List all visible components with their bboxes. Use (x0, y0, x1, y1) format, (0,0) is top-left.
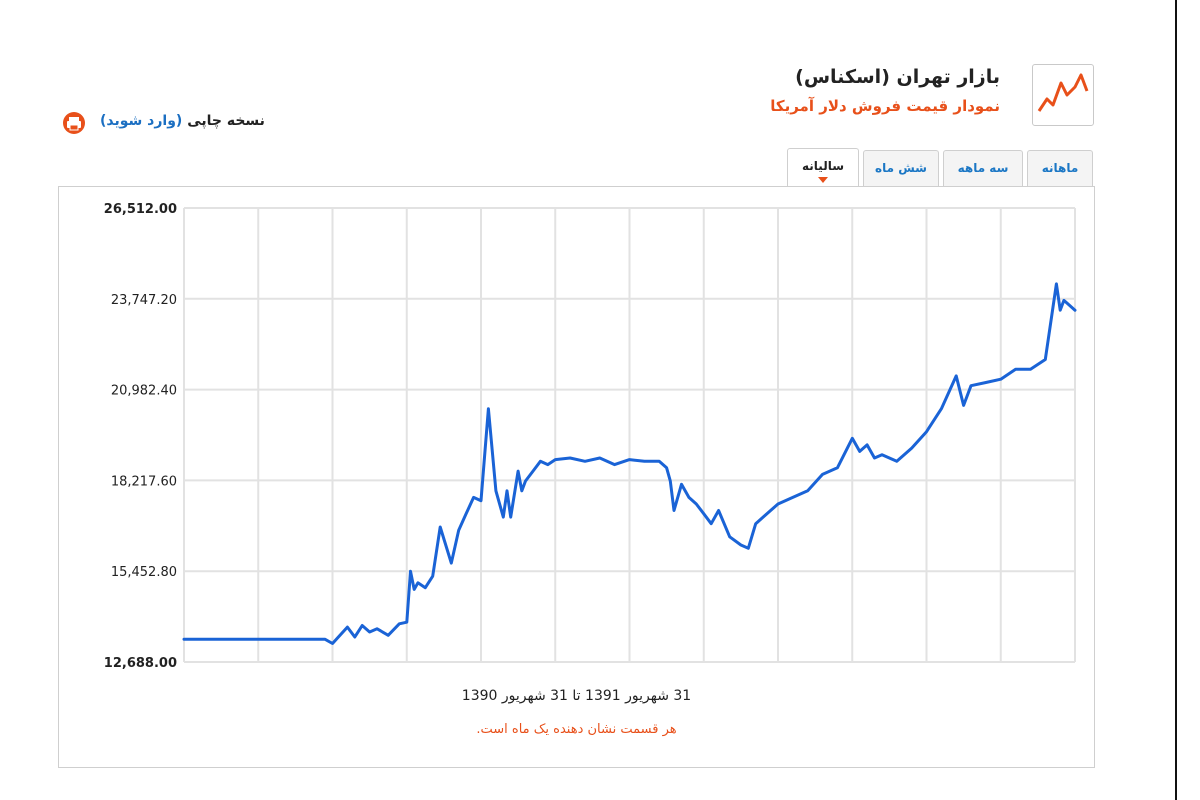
tab-six-months-label: شش ماه (875, 161, 927, 175)
print-version-link[interactable]: نسخه چاپی (وارد شوید) (100, 113, 265, 129)
chart-page-title: بازار تهران (اسکناس) (795, 66, 1000, 88)
y-tick-label: 23,747.20 (111, 293, 177, 308)
tab-six-months[interactable]: شش ماه (863, 150, 939, 186)
print-icon[interactable] (62, 111, 86, 135)
y-tick-label: 18,217.60 (111, 474, 177, 489)
chart-note: هر قسمت نشان دهنده یک ماه است. (476, 722, 677, 737)
tab-yearly[interactable]: سالیانه (787, 148, 859, 186)
y-tick-label: 20,982.40 (111, 384, 177, 399)
tab-three-months[interactable]: سه ماهه (943, 150, 1023, 186)
active-tab-caret-icon (818, 177, 828, 183)
tab-three-months-label: سه ماهه (957, 161, 1009, 175)
login-link[interactable]: (وارد شوید) (100, 113, 183, 129)
y-tick-label: 26,512.00 (104, 202, 177, 217)
tab-yearly-label: سالیانه (802, 159, 844, 173)
print-label: نسخه چاپی (187, 113, 265, 129)
series-line (182, 282, 1077, 645)
y-tick-label: 12,688.00 (104, 656, 177, 671)
line-chart-icon (1032, 64, 1094, 126)
chart-subtitle: نمودار قیمت فروش دلار آمریکا (770, 97, 1000, 115)
chart-panel (58, 186, 1095, 768)
date-range-text: 31 شهریور 1391 تا 31 شهریور 1390 (461, 688, 692, 704)
tab-monthly-label: ماهانه (1041, 161, 1079, 175)
tab-monthly[interactable]: ماهانه (1027, 150, 1093, 186)
page-right-border (1175, 0, 1177, 800)
y-tick-label: 15,452.80 (111, 565, 177, 580)
